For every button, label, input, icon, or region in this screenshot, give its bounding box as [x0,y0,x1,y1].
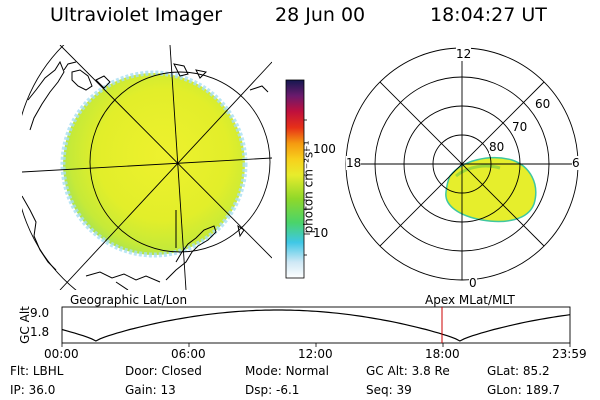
altitude-plot [61,306,571,347]
lat-label-70: 70 [512,120,528,134]
status-ip: IP: 36.0 [10,383,56,397]
mlt-label-18: 18 [346,156,362,170]
mlt-label-0: 0 [469,276,477,290]
mlt-label-6: 6 [572,156,580,170]
polar-plot [345,47,579,281]
time-tick-1200: 12:00 [298,347,333,361]
status-seq: Seq: 39 [366,383,412,397]
status-filter: Flt: LBHL [10,364,64,378]
time-tick-1800: 18:00 [425,347,460,361]
auroral-oval [445,157,537,223]
left-panel-label: Geographic Lat/Lon [70,293,188,307]
geographic-grid [22,45,272,290]
instrument-title: Ultraviolet Imager [50,4,223,26]
time-tick-0600: 06:00 [171,347,206,361]
colorbar-tick-100: 100 [313,142,336,156]
right-panel-label: Apex MLat/MLT [425,293,515,307]
mlt-label-12: 12 [456,47,472,61]
time-tick-2359: 23:59 [552,347,587,361]
altitude-tick-9: 9.0 [30,306,50,320]
time-label: 18:04:27 UT [430,4,547,26]
date-label: 28 Jun 00 [275,4,366,26]
status-glat: GLat: 85.2 [487,364,550,378]
colorbar-unit-label: photon cm⁻²s⁻¹ [301,140,316,234]
status-dsp: Dsp: -6.1 [245,383,300,397]
earth-disk-image [60,70,248,258]
altitude-tick-1-8: 1.8 [30,325,50,339]
colorbar-tick-10: 10 [313,226,329,240]
status-mode: Mode: Normal [245,364,329,378]
status-gain: Gain: 13 [125,383,176,397]
colorbar [285,79,305,279]
status-door: Door: Closed [125,364,202,378]
status-glon: GLon: 189.7 [487,383,560,397]
lat-label-80: 80 [489,140,505,154]
status-gc-alt: GC Alt: 3.8 Re [366,364,450,378]
lat-label-60: 60 [535,97,551,111]
time-tick-0000: 00:00 [44,347,79,361]
